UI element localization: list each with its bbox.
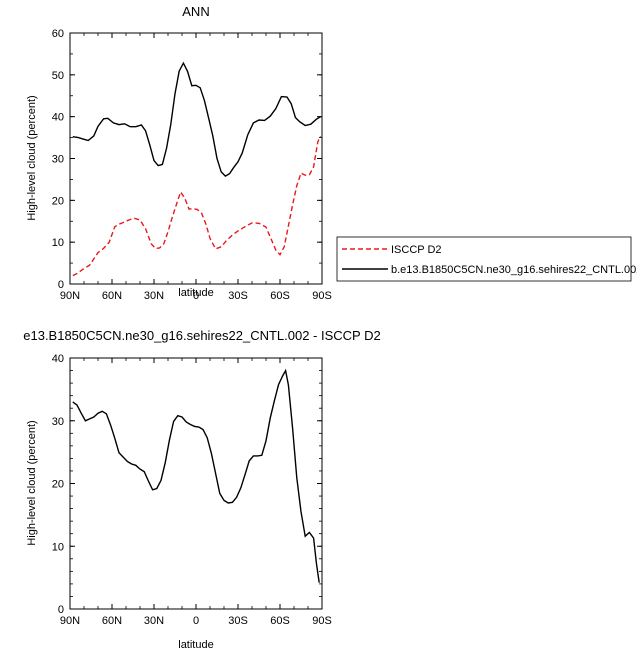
- top-y-tick-label: 10: [52, 237, 64, 249]
- bottom-x-axis-title: latitude: [178, 639, 213, 651]
- bottom-y-tick-label: 10: [52, 541, 64, 553]
- bottom-x-tick-label: 0: [193, 615, 199, 627]
- bottom-y-tick-label: 0: [58, 604, 64, 616]
- top-y-tick-label: 0: [58, 279, 64, 291]
- bottom-y-axis-title: High-level cloud (percent): [26, 420, 38, 545]
- bottom-y-tick-label: 30: [52, 416, 64, 428]
- top-y-tick-label: 40: [52, 112, 64, 124]
- bottom-x-tick-label: 90S: [312, 615, 332, 627]
- series-line-isccp-d2: [72, 135, 322, 277]
- bottom-y-tick-label: 40: [52, 353, 64, 365]
- top-x-tick-label: 60N: [102, 290, 122, 302]
- top-x-tick-label: 60S: [270, 290, 290, 302]
- top-x-tick-label: 30S: [228, 290, 248, 302]
- bottom-chart-title: e13.B1850C5CN.ne30_g16.sehires22_CNTL.00…: [23, 328, 380, 343]
- legend-label-model-cntl: b.e13.B1850C5CN.ne30_g16.sehires22_CNTL.…: [391, 264, 637, 276]
- bottom-x-tick-label: 30N: [144, 615, 164, 627]
- bottom-x-tick-label: 30S: [228, 615, 248, 627]
- bottom-x-tick-label: 60S: [270, 615, 290, 627]
- top-x-tick-label: 90N: [60, 290, 80, 302]
- bottom-plot-frame: [69, 357, 323, 610]
- top-y-tick-label: 20: [52, 195, 64, 207]
- series-line-difference: [72, 368, 320, 583]
- legend-box: [336, 236, 632, 282]
- top-y-tick-label: 30: [52, 154, 64, 166]
- top-x-tick-label: 90S: [312, 290, 332, 302]
- top-x-tick-label: 0: [193, 290, 199, 302]
- bottom-x-tick-label: 60N: [102, 615, 122, 627]
- legend: ISCCP D2 b.e13.B1850C5CN.ne30_g16.sehire…: [336, 236, 637, 282]
- legend-label-isccp-d2: ISCCP D2: [391, 244, 442, 256]
- top-panel: ANN 0 10 20 30 40 50 60 90N 60N 30N 0 30S 60S 90S la…: [26, 4, 332, 302]
- bottom-x-ticks: 90N 60N 30N 0 30S 60S 90S: [60, 358, 332, 627]
- bottom-y-tick-label: 20: [52, 479, 64, 491]
- top-chart-title: ANN: [182, 4, 209, 19]
- top-x-ticks: 90N 60N 30N 0 30S 60S 90S: [60, 33, 332, 302]
- bottom-panel: e13.B1850C5CN.ne30_g16.sehires22_CNTL.00…: [23, 328, 380, 651]
- top-x-axis-title: latitude: [178, 287, 213, 299]
- bottom-y-ticks: 0 10 20 30 40: [52, 353, 322, 616]
- top-x-tick-label: 30N: [144, 290, 164, 302]
- top-y-axis-title: High-level cloud (percent): [26, 95, 38, 220]
- series-line-model-cntl: [72, 61, 321, 177]
- top-y-ticks: 0 10 20 30 40 50 60: [52, 28, 322, 291]
- bottom-x-tick-label: 90N: [60, 615, 80, 627]
- top-y-tick-label: 60: [52, 28, 64, 40]
- top-y-tick-label: 50: [52, 70, 64, 82]
